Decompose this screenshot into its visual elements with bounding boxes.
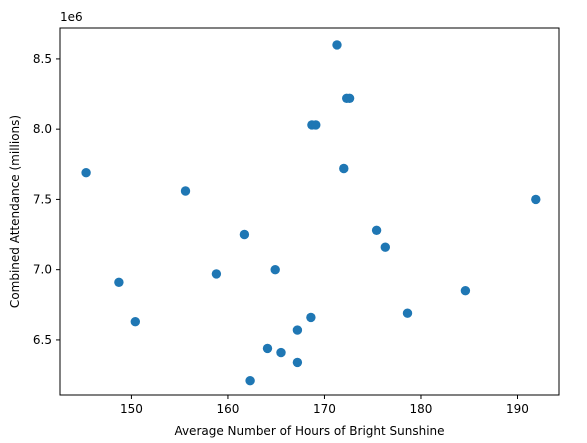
scatter-point [460, 286, 471, 296]
scatter-point [262, 343, 273, 354]
x-tick-label: 160 [216, 402, 239, 416]
scatter-point [211, 269, 222, 279]
x-tick-label: 190 [506, 402, 529, 416]
scatter-point [380, 242, 390, 252]
scatter-point [332, 40, 342, 50]
y-tick-label: 7.5 [33, 192, 52, 206]
scatter-point [114, 277, 124, 287]
y-tick-label: 8.5 [33, 52, 52, 66]
x-tick-label: 170 [313, 402, 336, 416]
scatter-point [339, 163, 349, 174]
y-tick-label: 6.5 [33, 333, 52, 347]
x-axis-label: Average Number of Hours of Bright Sunshi… [174, 424, 444, 438]
scatter-point [371, 225, 382, 235]
x-tick-label: 180 [410, 402, 433, 416]
scatter-point [270, 265, 280, 275]
scatter-point [180, 186, 191, 196]
scatter-point [276, 347, 286, 358]
y-axis-label: Combined Attendance (millions) [8, 115, 22, 308]
y-tick-label: 7.0 [33, 263, 52, 277]
plot-area [60, 28, 559, 395]
scatter-point [81, 168, 91, 178]
points-layer [81, 40, 541, 386]
scatter-point [311, 120, 321, 130]
y-ticks: 6.5 7.0 7.5 8.0 8.5 [33, 52, 60, 347]
scatter-point [292, 357, 303, 368]
plot-frame [59, 27, 560, 396]
scatter-point [344, 93, 355, 104]
scatter-point [130, 317, 140, 327]
x-tick-label: 150 [120, 402, 143, 416]
scatter-point [531, 194, 541, 205]
y-tick-label: 8.0 [33, 122, 52, 136]
x-ticks: 150 160 170 180 190 [120, 395, 529, 416]
scatter-point [402, 308, 413, 318]
y-offset-label: 1e6 [60, 10, 83, 24]
scatter-point [245, 376, 255, 386]
scatter-point [239, 229, 250, 240]
scatter-point [292, 325, 303, 335]
scatter-point [306, 312, 316, 323]
